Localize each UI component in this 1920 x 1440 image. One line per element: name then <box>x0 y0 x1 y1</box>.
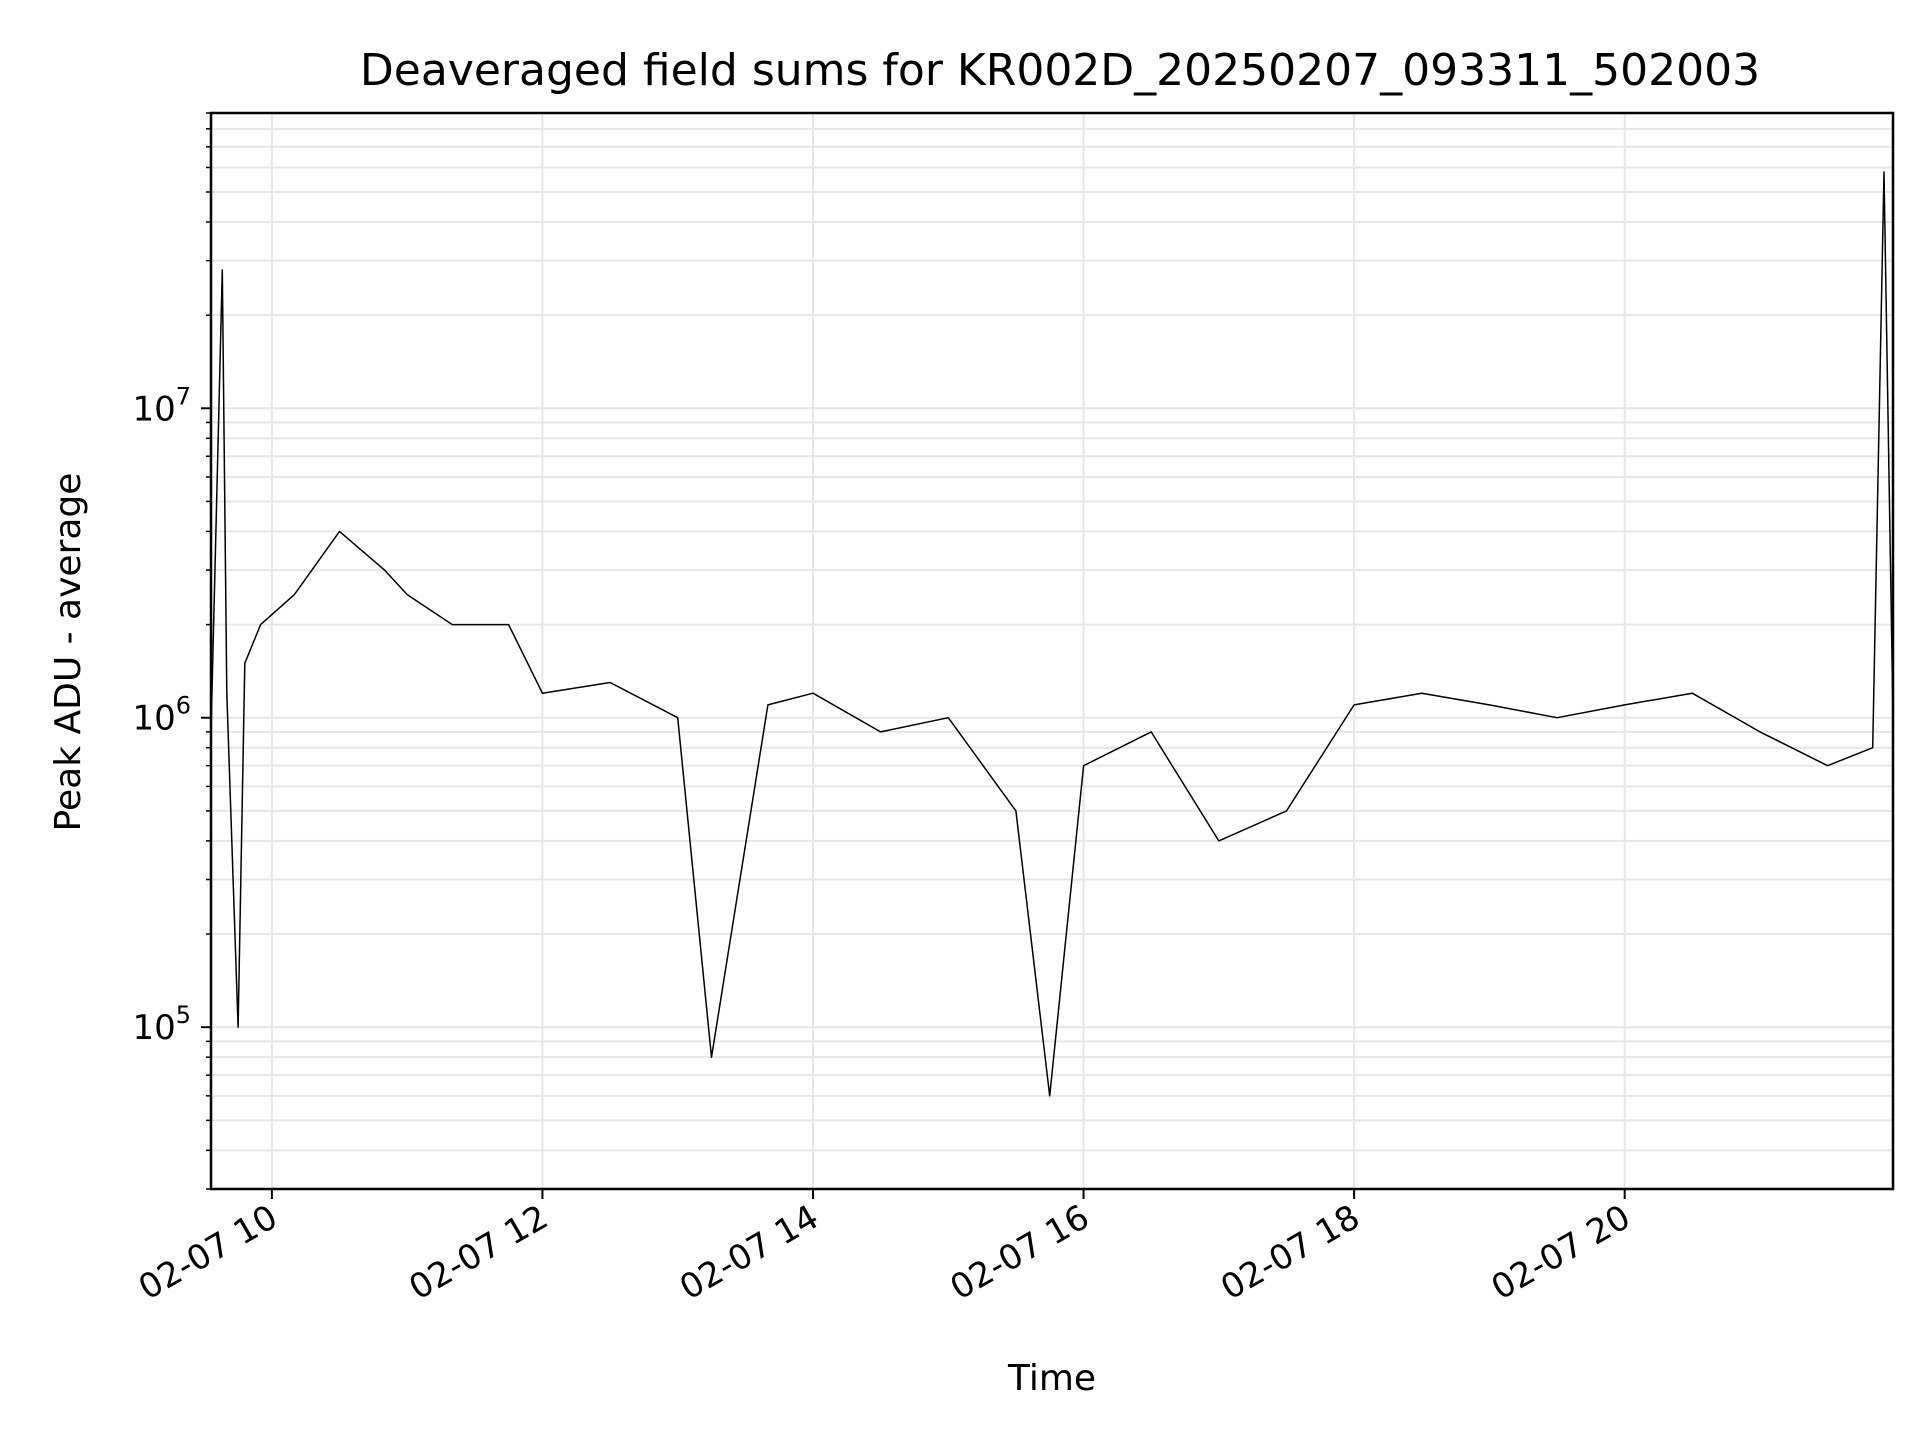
plot-frame <box>209 111 1895 1191</box>
x-axis: 02-07 10 02-07 12 02-07 14 02-07 16 02-07 18… <box>132 1189 1637 1308</box>
x-tick-label: 02-07 16 <box>944 1197 1096 1308</box>
x-tick-label: 02-07 20 <box>1485 1197 1637 1308</box>
y-tick-label: 107 <box>132 382 191 429</box>
series-line-0 <box>210 171 1894 1097</box>
series-layer <box>210 171 1894 1097</box>
y-axis-label: Peak ADU - average <box>48 473 89 832</box>
y-tick-label: 106 <box>132 692 191 739</box>
chart-title: Deaveraged field sums for KR002D_2025020… <box>360 45 1760 96</box>
x-axis-label: Time <box>1007 1358 1096 1399</box>
y-tick-label: 105 <box>132 1001 191 1048</box>
x-tick-label: 02-07 10 <box>132 1197 284 1308</box>
y-axis: 105 106 107 <box>132 112 211 1190</box>
x-tick-label: 02-07 18 <box>1214 1197 1366 1308</box>
x-tick-label: 02-07 14 <box>673 1197 825 1308</box>
x-tick-label: 02-07 12 <box>403 1197 555 1308</box>
grid <box>211 112 1893 1190</box>
